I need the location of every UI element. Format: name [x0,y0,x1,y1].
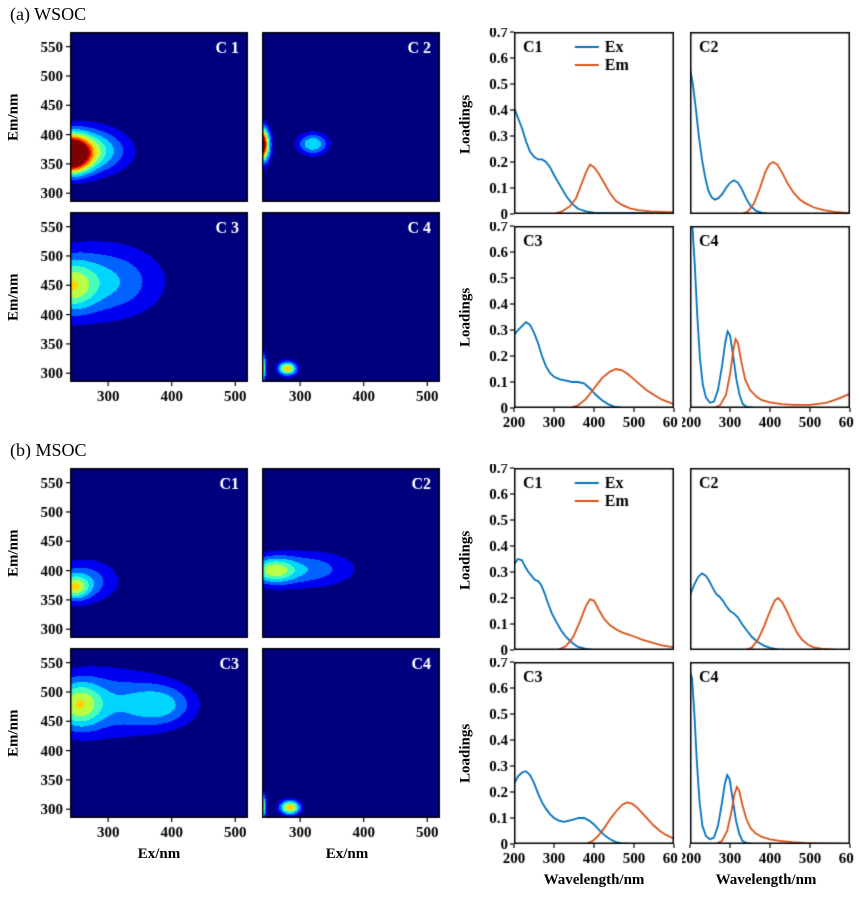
wavelength-axis-label: Wavelength/nm [543,872,645,888]
eem-plot-a-c2 [256,28,444,206]
eem-block-b: Em/nm Em/nm Ex/nm Ex/nm [6,464,444,864]
em-axis-label: Em/nm [5,273,22,321]
eem-plot-b-c3 [22,644,252,844]
loadings-plot-a-c2 [682,28,854,220]
eem-plot-a-c3 [22,208,252,408]
wavelength-axis-label-row: Wavelength/nm Wavelength/nm [458,872,854,890]
eem-plot-a-c4 [256,208,444,408]
loadings-plot-a-c1 [474,28,678,220]
loadings-plot-b-c3 [474,658,678,870]
ex-axis-label-row: Ex/nm Ex/nm [6,846,444,864]
em-axis-label: Em/nm [5,529,22,577]
panel-b-msoc: (b) MSOC Em/nm Em/nm Ex/nm Ex/nm [6,440,856,890]
panel-a-wsoc: (a) WSOC Em/nm Em/nm Loadings [6,4,856,436]
panel-a-title: (a) WSOC [10,4,87,24]
wavelength-axis-label: Wavelength/nm [715,872,817,888]
loadings-axis-label: Loadings [457,723,474,783]
panel-b-title: (b) MSOC [10,440,87,460]
loadings-plot-b-c1 [474,464,678,656]
eem-plot-b-c2 [256,464,444,642]
loadings-plot-b-c4 [682,658,854,870]
ex-axis-label: Ex/nm [325,846,369,862]
em-axis-label: Em/nm [5,709,22,757]
eem-plot-a-c1 [22,28,252,206]
loadings-plot-a-c4 [682,222,854,434]
loadings-axis-label: Loadings [457,530,474,590]
loadings-plot-a-c3 [474,222,678,434]
em-axis-label: Em/nm [5,93,22,141]
loadings-axis-label: Loadings [457,287,474,347]
loadings-block-a: Loadings Loadings [458,28,854,436]
eem-block-a: Em/nm Em/nm [6,28,444,410]
eem-plot-b-c4 [256,644,444,844]
loadings-block-b: Loadings Loadings Wavelength/nm Waveleng… [458,464,854,890]
ex-axis-label: Ex/nm [137,846,181,862]
loadings-axis-label: Loadings [457,94,474,154]
loadings-plot-b-c2 [682,464,854,656]
eem-plot-b-c1 [22,464,252,642]
